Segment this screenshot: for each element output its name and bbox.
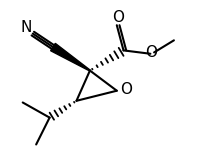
Text: O: O	[112, 10, 124, 25]
Text: O: O	[145, 45, 157, 60]
Text: O: O	[120, 81, 132, 97]
Polygon shape	[51, 43, 90, 71]
Text: N: N	[20, 20, 32, 35]
